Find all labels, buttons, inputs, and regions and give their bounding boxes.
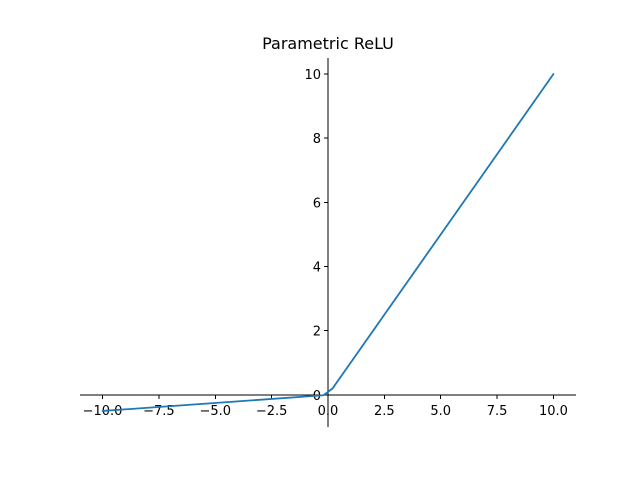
x-tick-label: 0.0	[318, 404, 339, 419]
x-tick-label: 10.0	[539, 404, 568, 419]
chart-title: Parametric ReLU	[262, 34, 394, 53]
x-tick-label: 7.5	[487, 404, 508, 419]
y-tick-label: 8	[313, 132, 321, 147]
y-tick-label: 2	[313, 325, 321, 340]
series-line	[101, 73, 555, 412]
y-tick-label: 10	[304, 68, 321, 83]
x-tick-label: 2.5	[374, 404, 395, 419]
x-tick-label: 5.0	[430, 404, 451, 419]
axes	[80, 58, 576, 427]
x-tick-label: −5.0	[199, 404, 231, 419]
x-tick-label: −2.5	[256, 404, 288, 419]
y-tick-label: 4	[313, 261, 321, 276]
y-tick-label: 6	[313, 196, 321, 211]
series-layer	[101, 73, 555, 412]
